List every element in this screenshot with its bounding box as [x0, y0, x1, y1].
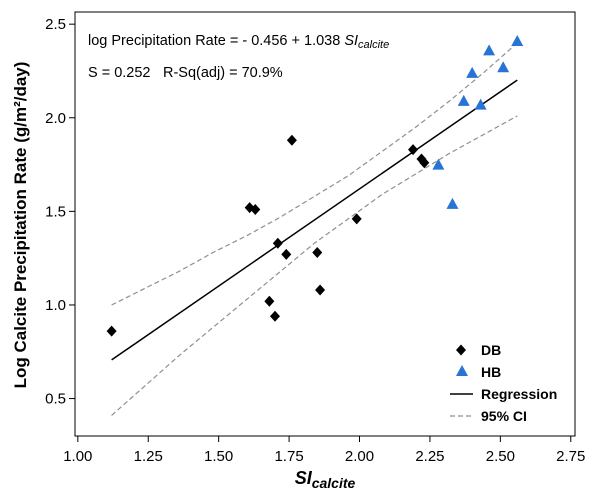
regression-equation: log Precipitation Rate = - 0.456 + 1.038…: [88, 33, 389, 51]
axis-ticks: 1.00 1.25 1.50 1.75 2.00 2.25 2.50 2.75 0.5 1.0 1.…: [45, 16, 585, 465]
legend-label-regression: Regression: [481, 386, 557, 402]
ci-upper-line: [111, 42, 518, 306]
x-axis-title: SIcalcite: [295, 468, 356, 491]
x-tick-label: 1.75: [274, 448, 303, 465]
equation-variable: SI: [344, 33, 358, 49]
x-tick-label: 2.00: [345, 448, 374, 465]
y-tick-label: 1.5: [45, 203, 66, 220]
fit-s-value: S = 0.252: [88, 65, 150, 81]
db-point: [408, 144, 419, 156]
x-tick-label: 2.50: [486, 448, 515, 465]
hb-point: [432, 158, 445, 170]
legend: DB HB Regression 95% CI: [450, 342, 557, 424]
db-point: [351, 213, 362, 225]
y-tick-label: 1.0: [45, 297, 66, 314]
x-axis-title-main: SI: [295, 468, 313, 488]
hb-point: [497, 61, 510, 73]
y-tick-label: 2.0: [45, 110, 66, 127]
legend-hb-triangle-icon: [456, 365, 468, 376]
legend-db-diamond-icon: [456, 344, 466, 356]
x-tick-label: 2.25: [415, 448, 444, 465]
fit-r-sq-adj: R-Sq(adj) = 70.9%: [163, 65, 283, 81]
regression-line: [111, 79, 518, 361]
hb-point: [457, 94, 470, 106]
legend-label-db: DB: [481, 342, 501, 358]
y-axis-title: Log Calcite Precipitation Rate (g/m²/day…: [11, 62, 30, 389]
db-point: [419, 157, 430, 169]
y-tick-label: 0.5: [45, 391, 66, 408]
x-axis-title-subscript: calcite: [312, 475, 356, 491]
plot-frame: [74, 11, 576, 437]
db-point: [272, 237, 283, 249]
db-point: [270, 310, 280, 322]
hb-point: [511, 35, 524, 47]
db-point: [315, 284, 326, 296]
x-tick-label: 2.75: [556, 448, 585, 465]
hb-point: [474, 98, 487, 110]
db-point: [312, 247, 323, 259]
hb-point: [483, 44, 496, 56]
db-point: [281, 248, 292, 260]
db-point: [264, 295, 275, 307]
y-tick-label: 2.5: [45, 16, 66, 33]
db-point: [106, 325, 117, 337]
legend-label-hb: HB: [481, 364, 501, 380]
fit-lines: [111, 42, 518, 416]
db-point: [286, 134, 297, 146]
x-tick-label: 1.25: [134, 448, 163, 465]
hb-point: [466, 66, 479, 78]
x-tick-label: 1.00: [63, 448, 92, 465]
x-tick-label: 1.50: [204, 448, 233, 465]
data-points: [106, 35, 524, 337]
equation-prefix: log Precipitation Rate = - 0.456 + 1.038: [88, 33, 340, 49]
legend-label-ci: 95% CI: [481, 408, 527, 424]
ci-lower-line: [111, 115, 518, 416]
equation-variable-subscript: calcite: [358, 39, 389, 51]
hb-point: [446, 197, 459, 209]
db-point: [250, 203, 261, 215]
